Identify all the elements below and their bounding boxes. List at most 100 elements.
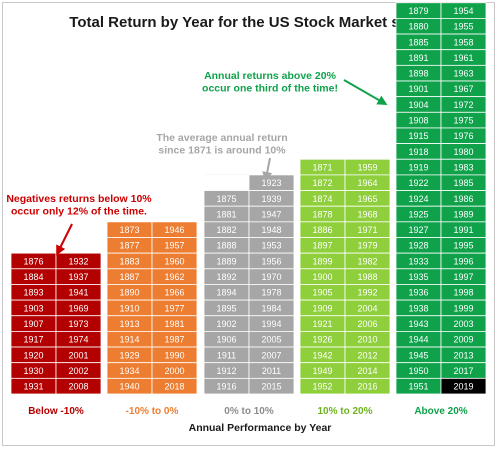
annotation-negatives-line: occur only 12% of the time. — [11, 206, 147, 218]
year-label: 2013 — [453, 350, 473, 360]
year-label: 2012 — [357, 350, 377, 360]
year-label: 1910 — [119, 303, 139, 313]
year-label: 1939 — [261, 194, 281, 204]
year-label: 1997 — [453, 272, 473, 282]
year-label: 1878 — [312, 209, 332, 219]
year-label: 1942 — [312, 350, 332, 360]
annotation-average-line: since 1871 is around 10% — [158, 145, 286, 157]
year-label: 1986 — [453, 194, 473, 204]
year-label: 1971 — [357, 225, 377, 235]
year-label: 1984 — [261, 303, 281, 313]
year-label: 1875 — [216, 194, 236, 204]
year-label: 1879 — [408, 6, 428, 16]
year-label: 1944 — [408, 335, 428, 345]
annotation-above-line: Annual returns above 20% — [204, 70, 337, 82]
empty-cell — [204, 174, 249, 191]
year-label: 1903 — [23, 303, 43, 313]
year-label: 1887 — [119, 272, 139, 282]
year-label: 1941 — [68, 288, 88, 298]
year-label: 1890 — [119, 288, 139, 298]
year-label: 1937 — [68, 272, 88, 282]
year-label: 1961 — [453, 53, 473, 63]
year-cell — [55, 377, 102, 395]
year-label: 1916 — [216, 382, 236, 392]
year-label: 1889 — [216, 256, 236, 266]
annotation-arrow-negatives — [56, 223, 73, 256]
year-label: 1963 — [453, 69, 473, 79]
year-label: 1876 — [23, 256, 43, 266]
year-label: 1871 — [312, 162, 332, 172]
chart-title: Total Return by Year for the US Stock Ma… — [69, 14, 429, 31]
year-label: 1888 — [216, 241, 236, 251]
year-label: 2014 — [357, 366, 377, 376]
year-label: 1926 — [312, 335, 332, 345]
year-label: 2016 — [357, 382, 377, 392]
year-label: 1940 — [119, 382, 139, 392]
year-label: 1972 — [453, 100, 473, 110]
category-label-2: 0% to 10% — [224, 406, 274, 417]
year-label: 1974 — [68, 335, 88, 345]
year-label: 2018 — [164, 382, 184, 392]
category-label-1: -10% to 0% — [126, 406, 179, 417]
year-label: 1977 — [164, 303, 184, 313]
year-label: 1998 — [453, 288, 473, 298]
year-label: 1897 — [312, 241, 332, 251]
year-label: 1920 — [23, 350, 43, 360]
year-label: 1885 — [408, 37, 428, 47]
year-label: 1985 — [453, 178, 473, 188]
year-label: 1925 — [408, 209, 428, 219]
year-label: 2001 — [68, 350, 88, 360]
year-label: 1970 — [261, 272, 281, 282]
year-label: 1909 — [312, 303, 332, 313]
year-label: 1912 — [216, 366, 236, 376]
year-label: 1881 — [216, 209, 236, 219]
year-label: 1987 — [164, 335, 184, 345]
year-label: 1898 — [408, 69, 428, 79]
category-label-4: Above 20% — [414, 406, 467, 417]
year-label: 1981 — [164, 319, 184, 329]
year-label: 1928 — [408, 241, 428, 251]
year-label: 1964 — [357, 178, 377, 188]
annotation-negatives-line: Negatives returns below 10% — [6, 193, 152, 205]
year-label: 1934 — [119, 366, 139, 376]
year-label: 1948 — [261, 225, 281, 235]
year-label: 1880 — [408, 22, 428, 32]
year-label: 1994 — [261, 319, 281, 329]
annotation-arrow-above — [343, 79, 388, 105]
year-cell — [440, 377, 487, 395]
year-label: 1883 — [119, 256, 139, 266]
year-label: 2007 — [261, 350, 281, 360]
year-label: 2015 — [261, 382, 281, 392]
year-label: 1956 — [261, 256, 281, 266]
year-label: 1988 — [357, 272, 377, 282]
annotation-arrow-average — [262, 157, 273, 182]
year-label: 1921 — [312, 319, 332, 329]
year-label: 1907 — [23, 319, 43, 329]
year-label: 1904 — [408, 100, 428, 110]
year-label: 1957 — [164, 241, 184, 251]
year-label: 1966 — [164, 288, 184, 298]
year-label: 1930 — [23, 366, 43, 376]
year-label: 1978 — [261, 288, 281, 298]
year-label: 1919 — [408, 162, 428, 172]
year-label: 1899 — [312, 256, 332, 266]
year-label: 1976 — [453, 131, 473, 141]
year-label: 2011 — [262, 366, 281, 376]
year-label: 1891 — [408, 53, 428, 63]
year-label: 2010 — [357, 335, 377, 345]
year-label: 1906 — [216, 335, 236, 345]
year-label: 1911 — [217, 350, 236, 360]
year-label: 1962 — [164, 272, 184, 282]
year-label: 1943 — [408, 319, 428, 329]
year-label: 1929 — [119, 350, 139, 360]
year-label: 1923 — [261, 178, 281, 188]
chart-frame — [2, 2, 495, 446]
year-label: 1884 — [23, 272, 43, 282]
year-label: 1983 — [453, 162, 473, 172]
year-label: 1982 — [357, 256, 377, 266]
year-cell — [248, 377, 295, 395]
year-label: 1965 — [357, 194, 377, 204]
year-label: 2003 — [453, 319, 473, 329]
